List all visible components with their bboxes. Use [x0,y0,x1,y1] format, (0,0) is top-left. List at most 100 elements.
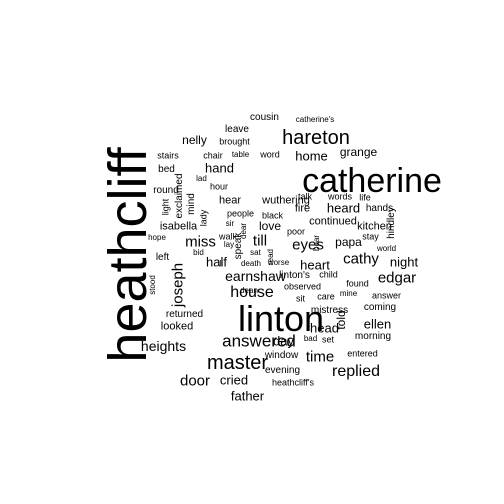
word-world: world [376,244,397,253]
word-heard: heard [326,200,361,216]
word-child: child [319,269,338,280]
word-father: father [230,388,265,404]
word-master: master [206,352,269,374]
word-catherine: catherine [302,162,442,200]
word-sat: sat [250,248,261,257]
word-linton-s: linton's [279,270,310,281]
word-chair: chair [203,150,223,161]
word-isabella: isabella [159,220,198,233]
word-grange: grange [339,145,378,159]
word-observed: observed [283,281,322,292]
word-exclaimed: exclaimed [174,173,185,219]
word-night: night [389,254,419,270]
word-entered: entered [347,348,378,359]
word-day: day [273,333,294,349]
word-joseph: joseph [169,262,187,308]
word-heathcliff: heathcliff [98,147,158,363]
word-ill: ill [217,259,224,268]
word-looked: looked [160,320,194,333]
word-window: window [264,350,299,361]
word-words: words [327,191,353,202]
word-poor: poor [286,226,306,237]
word-heart: heart [300,257,330,273]
word-half: half [206,254,227,270]
word-word: word [260,149,280,160]
word-ellen: ellen [363,316,392,332]
word-till: till [252,232,268,250]
word-cried: cried [219,372,249,388]
word-sir: sir [225,219,235,228]
word-returned: returned [165,309,204,320]
word-hindley: hindley [386,207,397,239]
word-papa: papa [335,235,362,249]
word-wuthering: wuthering [262,194,310,207]
word-life: life [359,192,371,203]
word-found: found [346,278,369,289]
word-eyes: eyes [292,236,324,254]
word-mind: mind [186,193,197,215]
word-mine: mine [339,289,358,298]
word-head: head [310,320,339,336]
word-evening: evening [264,365,301,376]
word-people: people [226,208,255,219]
word-round: round [153,185,179,196]
word-read: read [266,248,275,266]
word-hope: hope [148,233,166,242]
word-continued: continued [309,215,357,228]
word-dean: dean [240,286,258,295]
word-catherine-s: catherine's [295,115,335,124]
word-bid: bid [193,248,204,257]
word-bed: bed [158,164,175,175]
word-time: time [305,348,335,366]
word-care: care [317,291,335,302]
word-replied: replied [331,363,381,380]
word-sit: sit [296,293,305,304]
word-set: set [321,334,335,345]
word-brought: brought [219,136,250,147]
word-hear: hear [218,194,242,207]
word-miss: miss [185,233,216,251]
word-black: black [261,210,284,221]
word-worse: worse [267,258,290,267]
word-heathcliff-s: heathcliff's [271,377,315,388]
word-lay: lay [223,240,235,249]
word-dear: dear [239,222,248,240]
word-hareton: hareton [282,127,350,149]
word-hands: hands [365,203,394,214]
word-hour: hour [209,181,229,192]
word-bear: bear [312,234,321,252]
word-stood: stood [148,275,157,295]
word-home: home [295,148,328,164]
word-door: door [179,372,211,390]
word-cousin: cousin [250,112,279,123]
word-earnshaw: earnshaw [225,268,286,284]
word-table: table [231,150,250,159]
word-answer: answer [371,290,402,301]
word-death: death [240,259,262,268]
word-love: love [258,219,282,233]
word-fire: fire [294,202,311,215]
word-lad: lad [196,174,207,183]
word-bad: bad [303,334,318,343]
word-mistress: mistress [310,305,349,316]
word-coming: coming [363,302,397,313]
word-left: left [155,252,170,263]
word-kitchen: kitchen [357,220,392,233]
word-stay: stay [362,231,379,242]
word-stairs: stairs [157,150,179,161]
word-linton: linton [237,298,325,339]
word-edgar: edgar [377,269,417,287]
word-morning: morning [354,331,392,342]
word-lady: lady [198,209,209,227]
word-leave: leave [225,124,249,135]
word-cathy: cathy [343,250,379,268]
word-talk: talk [297,191,313,202]
word-walk: walk [218,231,238,242]
word-heights: heights [140,338,187,354]
word-nelly: nelly [182,133,207,147]
word-hand: hand [205,160,234,176]
word-house: house [230,284,274,301]
word-answered: answered [222,331,296,351]
word-light: light [160,198,171,216]
